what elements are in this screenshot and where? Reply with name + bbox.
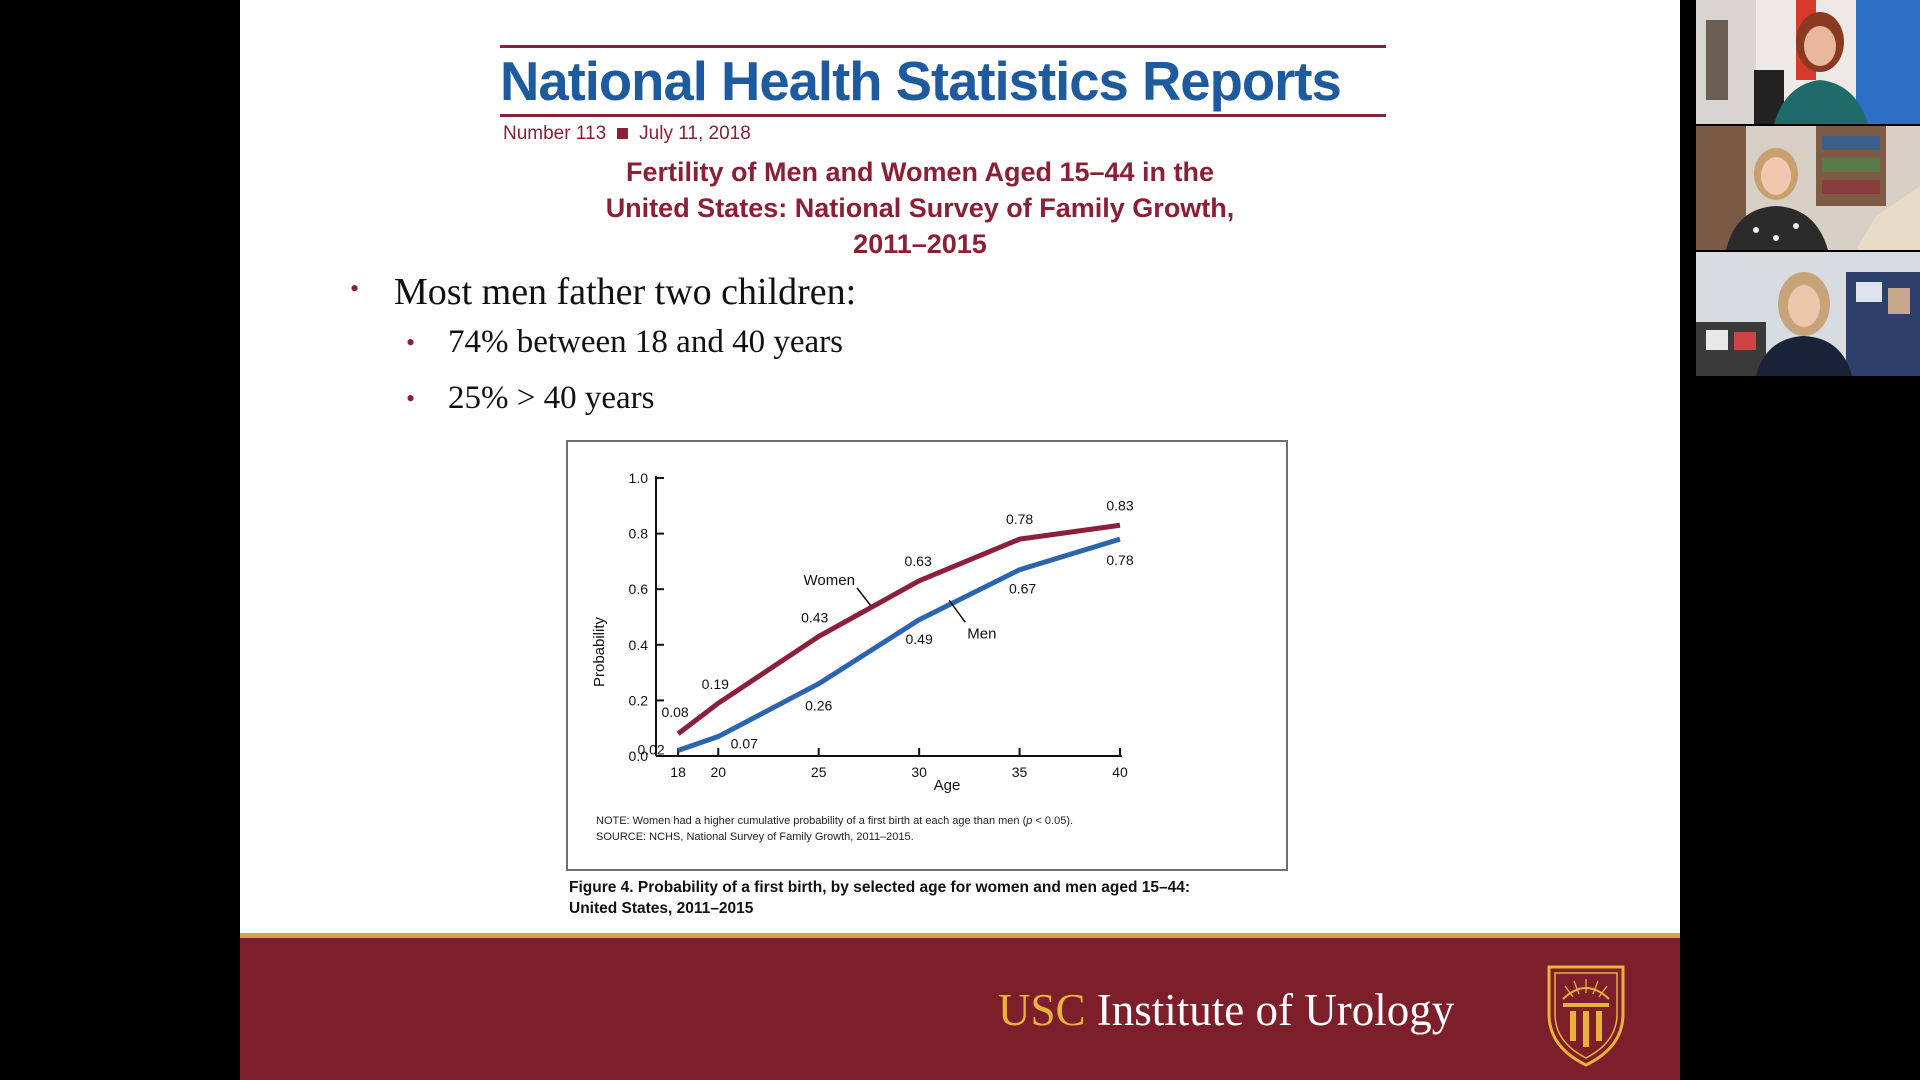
report-masthead: National Health Statistics Reports [500, 45, 1386, 117]
line-chart: 0.00.20.40.60.81.018 20 25 30 35 40 0.080.190… [591, 470, 1134, 794]
data-label: 0.19 [702, 676, 729, 692]
data-label: 0.67 [1009, 581, 1036, 597]
figure-box: 0.0 0.2 0.4 0.6 0.8 1.0 18 20 25 30 35 40 0.08 0.19 0… [566, 440, 1288, 871]
y-axis-label: Probability [591, 616, 608, 687]
caption-line: United States, 2011–2015 [569, 900, 754, 917]
participant-video-3 [1696, 252, 1920, 376]
y-tick-label: 0.2 [629, 692, 649, 708]
slide-footer: USC Institute of Urology [240, 933, 1680, 1080]
chart-axes: 0.0 0.2 0.4 0.6 0.8 1.0 18 20 25 30 35 40 [629, 470, 1128, 780]
series-leader-men [948, 599, 966, 623]
masthead-bottom-rule [500, 114, 1386, 117]
x-tick-label: 20 [710, 764, 726, 780]
source-text: SOURCE: NCHS, National Survey of Family … [596, 831, 914, 843]
subtitle-line: Fertility of Men and Women Aged 15–44 in… [625, 157, 1215, 187]
data-label: 0.26 [805, 698, 832, 714]
y-tick-label: 0.8 [629, 526, 649, 542]
presentation-slide: National Health Statistics Reports Numbe… [240, 0, 1680, 1080]
y-tick-label: 0.4 [629, 637, 649, 653]
figure-caption: Figure 4. Probability of a first birth, … [569, 877, 1309, 919]
institute-wordmark: Institute of Urology [1085, 985, 1455, 1035]
data-label: 0.78 [1106, 552, 1133, 568]
note-text: NOTE: Women had a higher cumulative prob… [596, 815, 1074, 827]
x-tick-label: 35 [1012, 764, 1028, 780]
series-line-women [676, 522, 1121, 736]
data-label: 0.02 [637, 741, 664, 757]
x-tick-label: 30 [911, 764, 927, 780]
usc-wordmark: USC [998, 985, 1086, 1035]
series-leader-women [856, 587, 872, 607]
bullet-main: Most men father two children: [350, 270, 856, 320]
data-label: 0.07 [731, 736, 758, 752]
bullet-list: Most men father two children: 74% betwee… [350, 270, 856, 432]
bullet-sub: 25% > 40 years [350, 380, 856, 432]
series-label-men: Men [967, 625, 996, 642]
square-separator-icon [617, 127, 629, 139]
report-date: July 11, 2018 [639, 123, 751, 144]
participant-video-tile[interactable] [1696, 0, 1920, 124]
x-tick-label: 18 [670, 764, 686, 780]
data-label: 0.83 [1106, 497, 1133, 513]
series-line-men [677, 536, 1121, 753]
participant-video-tile[interactable] [1696, 126, 1920, 250]
chart-series [676, 522, 1121, 753]
figure-note: NOTE: Women had a higher cumulative prob… [596, 813, 1073, 845]
caption-line: Figure 4. Probability of a first birth, … [569, 879, 1191, 896]
usc-seal-icon [1547, 965, 1625, 1067]
data-label: 0.08 [661, 704, 688, 720]
chart-series-labels: Women Men [804, 572, 997, 642]
participant-video-1 [1696, 0, 1920, 124]
data-label: 0.78 [1006, 511, 1033, 527]
report-meta: Number 113 July 11, 2018 [503, 123, 751, 145]
report-title: National Health Statistics Reports [500, 50, 1342, 112]
y-tick-label: 0.6 [629, 581, 649, 597]
y-tick-label: 1.0 [629, 470, 649, 486]
masthead-top-rule [500, 45, 1386, 48]
chart-data-labels: 0.08 0.19 0.43 0.63 0.78 0.83 0.02 0.07 0.26 0.49… [637, 497, 1133, 757]
report-subtitle: Fertility of Men and Women Aged 15–44 in… [540, 154, 1300, 262]
x-axis-label: Age [934, 777, 961, 794]
bullet-sub: 74% between 18 and 40 years [350, 324, 856, 376]
data-label: 0.43 [801, 609, 828, 625]
participant-video-2 [1696, 126, 1920, 250]
series-label-women: Women [804, 572, 855, 589]
subtitle-line: 2011–2015 [853, 229, 987, 259]
data-label: 0.49 [906, 631, 933, 647]
subtitle-line: United States: National Survey of Family… [605, 193, 1235, 223]
institution-name: USC Institute of Urology [998, 984, 1454, 1036]
x-tick-label: 40 [1112, 764, 1128, 780]
data-label: 0.63 [905, 553, 932, 569]
x-tick-label: 25 [811, 764, 827, 780]
y-tick-label: 0.0 [629, 748, 649, 764]
report-number: Number 113 [503, 123, 607, 144]
participant-video-tile[interactable] [1696, 252, 1920, 376]
